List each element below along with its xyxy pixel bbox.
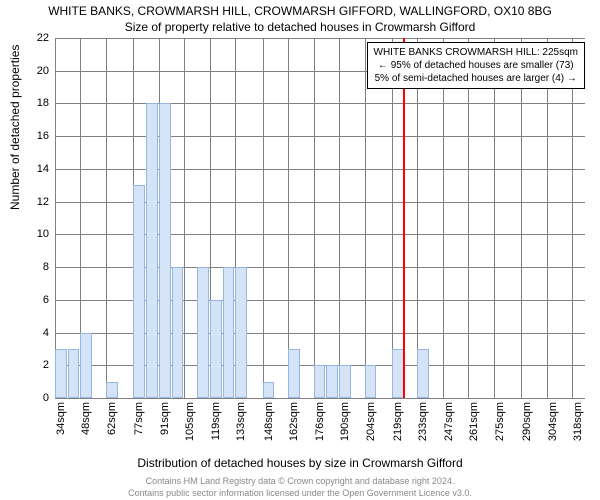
gridline-vertical: [521, 38, 522, 398]
y-tick-label: 12: [37, 196, 49, 208]
gridline-vertical: [468, 38, 469, 398]
histogram-bar: [106, 382, 118, 398]
histogram-bar: [68, 349, 80, 398]
plot-area: 024681012141618202234sqm48sqm62sqm77sqm9…: [55, 38, 585, 398]
x-tick-label: 247sqm: [443, 402, 455, 441]
histogram-bar: [288, 349, 300, 398]
x-tick-label: 176sqm: [314, 402, 326, 441]
x-tick-label: 148sqm: [263, 402, 275, 441]
annotation-line-2: ← 95% of detached houses are smaller (73…: [374, 59, 578, 72]
y-tick-label: 8: [43, 261, 49, 273]
gridline-vertical: [184, 38, 185, 398]
histogram-bar: [210, 300, 222, 398]
y-tick-label: 20: [37, 65, 49, 77]
gridline-horizontal: [55, 169, 585, 170]
x-tick-label: 34sqm: [55, 402, 67, 435]
gridline-horizontal: [55, 398, 585, 399]
histogram-bar: [133, 185, 145, 398]
reference-line: [403, 38, 405, 398]
y-tick-label: 22: [37, 32, 49, 44]
gridline-vertical: [339, 38, 340, 398]
x-tick-label: 119sqm: [210, 402, 222, 440]
x-tick-label: 304sqm: [547, 402, 559, 441]
gridline-vertical: [572, 38, 573, 398]
x-tick-label: 91sqm: [159, 402, 171, 435]
x-tick-label: 48sqm: [80, 402, 92, 435]
x-tick-label: 105sqm: [184, 402, 196, 441]
histogram-bar: [146, 103, 158, 398]
x-tick-label: 204sqm: [365, 402, 377, 441]
y-tick-label: 10: [37, 228, 49, 240]
histogram-bar: [80, 333, 92, 398]
gridline-vertical: [494, 38, 495, 398]
y-tick-label: 14: [37, 163, 49, 175]
annotation-line-1: WHITE BANKS CROWMARSH HILL: 225sqm: [374, 46, 578, 59]
histogram-bar: [172, 267, 184, 398]
footer-line-2: Contains public sector information licen…: [0, 488, 600, 498]
gridline-vertical: [547, 38, 548, 398]
x-axis-label: Distribution of detached houses by size …: [0, 456, 600, 470]
histogram-bar: [197, 267, 209, 398]
y-tick-label: 6: [43, 294, 49, 306]
gridline-vertical: [443, 38, 444, 398]
footer-line-1: Contains HM Land Registry data © Crown c…: [0, 476, 600, 486]
histogram-bar: [417, 349, 429, 398]
chart-title-sub: Size of property relative to detached ho…: [0, 20, 600, 34]
gridline-vertical: [263, 38, 264, 398]
x-tick-label: 162sqm: [288, 402, 300, 441]
histogram-bar: [314, 365, 326, 398]
y-tick-label: 0: [43, 392, 49, 404]
histogram-chart: WHITE BANKS, CROWMARSH HILL, CROWMARSH G…: [0, 0, 600, 500]
gridline-vertical: [392, 38, 393, 398]
x-tick-label: 133sqm: [235, 402, 247, 441]
histogram-bar: [159, 103, 171, 398]
y-tick-label: 2: [43, 359, 49, 371]
histogram-bar: [365, 365, 377, 398]
gridline-vertical: [288, 38, 289, 398]
x-tick-label: 77sqm: [133, 402, 145, 435]
histogram-bar: [326, 365, 338, 398]
x-tick-label: 62sqm: [106, 402, 118, 435]
gridline-vertical: [55, 38, 56, 398]
histogram-bar: [263, 382, 275, 398]
gridline-horizontal: [55, 38, 585, 39]
histogram-bar: [339, 365, 351, 398]
y-tick-label: 18: [37, 97, 49, 109]
x-tick-label: 261sqm: [468, 402, 480, 441]
x-tick-label: 290sqm: [521, 402, 533, 441]
gridline-vertical: [314, 38, 315, 398]
gridline-vertical: [106, 38, 107, 398]
x-tick-label: 219sqm: [392, 402, 404, 441]
x-tick-label: 233sqm: [417, 402, 429, 441]
histogram-bar: [235, 267, 247, 398]
gridline-vertical: [365, 38, 366, 398]
histogram-bar: [55, 349, 67, 398]
x-tick-label: 318sqm: [572, 402, 584, 441]
x-tick-label: 190sqm: [339, 402, 351, 441]
y-tick-label: 4: [43, 327, 49, 339]
annotation-line-3: 5% of semi-detached houses are larger (4…: [374, 72, 578, 85]
y-tick-label: 16: [37, 130, 49, 142]
gridline-horizontal: [55, 136, 585, 137]
x-tick-label: 275sqm: [494, 402, 506, 441]
gridline-horizontal: [55, 103, 585, 104]
histogram-bar: [223, 267, 235, 398]
chart-title-main: WHITE BANKS, CROWMARSH HILL, CROWMARSH G…: [0, 4, 600, 18]
y-axis-label: Number of detached properties: [8, 45, 22, 210]
gridline-vertical: [417, 38, 418, 398]
annotation-box: WHITE BANKS CROWMARSH HILL: 225sqm← 95% …: [367, 42, 585, 89]
